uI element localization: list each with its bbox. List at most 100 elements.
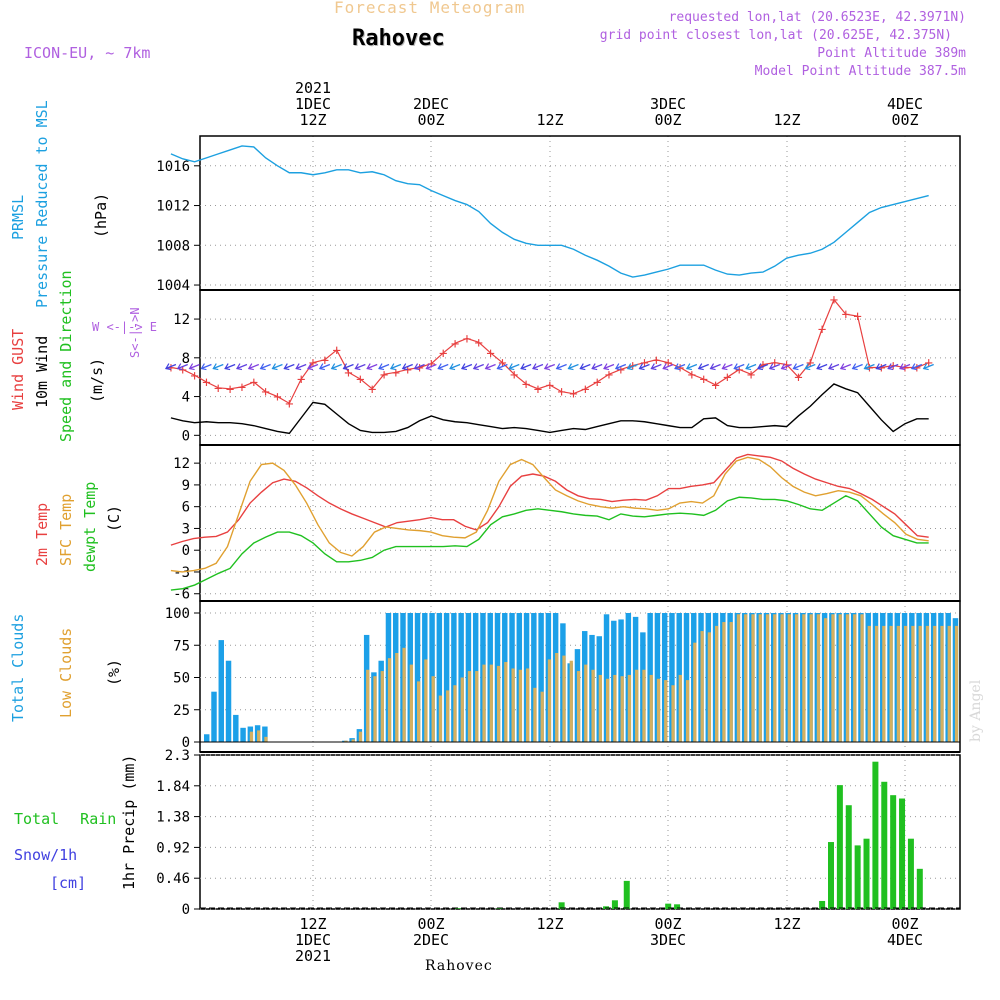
low-cloud-bar: [649, 674, 653, 742]
wind-arrow: [793, 363, 804, 370]
low-cloud-bar: [896, 625, 901, 742]
wind-arrow-head: [555, 363, 562, 371]
total-cloud-bar: [531, 613, 537, 742]
tick-label: 0: [182, 902, 190, 918]
wind-arrow-head: [496, 363, 503, 371]
low-cloud-bar: [678, 674, 682, 742]
total-cloud-bar: [240, 727, 246, 742]
wind-arrow: [284, 363, 295, 370]
total-cloud-bar: [603, 614, 610, 742]
low-cloud-bar: [838, 614, 842, 742]
gust-marker: +: [226, 382, 234, 398]
wind-arrow: [272, 363, 283, 370]
wind-arrow-head: [910, 363, 917, 371]
gust-marker: +: [569, 387, 577, 403]
gust-marker: +: [261, 385, 269, 401]
low-cloud-bar: [569, 660, 573, 742]
wind-arrow-head: [271, 363, 278, 371]
wind-arrow: [414, 363, 425, 370]
wind-arrow: [319, 363, 331, 370]
wind-arrow: [662, 363, 674, 370]
low-cloud-bar: [729, 622, 733, 742]
gust-marker: +: [380, 367, 388, 383]
low-cloud-bar: [547, 659, 552, 742]
time-axis-label: 2DEC 00Z: [391, 96, 471, 128]
precip-bar: [890, 795, 897, 909]
tick-label: 3: [182, 521, 190, 537]
time-axis-label: 12Z: [510, 112, 590, 128]
precip-bar: [881, 781, 888, 909]
precip-bar: [845, 805, 852, 909]
low-cloud-bar: [402, 647, 406, 742]
y-axis-ticks: -6 -3 0 3 6 9 12: [173, 456, 960, 603]
gust-marker: +: [842, 307, 850, 323]
footer-location: Rahovec: [425, 958, 493, 974]
total-cloud-bar: [669, 613, 675, 742]
wind-arrow: [331, 363, 342, 370]
wind-arrow-head: [378, 363, 385, 371]
gust-marker: +: [617, 362, 625, 378]
wind-arrow: [911, 363, 923, 370]
precip-bar: [674, 904, 681, 909]
tick-label: 0.46: [156, 871, 190, 887]
wind-arrow-head: [342, 363, 349, 371]
precip-bar: [455, 908, 462, 909]
time-axis-line: 00Z: [654, 915, 682, 933]
gust-marker: +: [640, 356, 648, 372]
gust-marker: +: [676, 361, 684, 377]
low-cloud-bar: [635, 669, 639, 742]
gust-marker: +: [913, 361, 921, 377]
gust-marker: +: [510, 367, 518, 383]
wind-arrow-head: [472, 363, 479, 371]
precip-bar: [819, 900, 826, 909]
wind-arrow-head: [768, 363, 775, 371]
chart-title: Forecast Meteogram: [334, 0, 526, 17]
wind-arrow-head: [330, 363, 337, 371]
wind-arrow: [686, 363, 698, 370]
precip-bar: [916, 868, 923, 909]
wind-arrow-head: [484, 363, 491, 371]
wind-arrow-head: [591, 363, 598, 371]
low-cloud-bar: [693, 642, 697, 742]
wind-arrow: [627, 363, 638, 370]
low-cloud-bar: [816, 614, 821, 742]
wind-arrow-head: [899, 363, 906, 371]
y-axis-ticks: 1004 1008 1012 1016: [156, 159, 960, 294]
low-cloud-bar: [736, 614, 741, 742]
wind-arrow-head: [839, 363, 846, 371]
tick-label: 8: [182, 351, 190, 367]
wind-arrow: [674, 363, 686, 370]
wind-arrow: [923, 363, 934, 370]
tick-label: 0: [182, 428, 190, 444]
panel-frame: [199, 135, 961, 291]
wind-arrow: [876, 363, 887, 370]
wind-arrow: [260, 363, 271, 370]
gust-marker: +: [759, 358, 767, 374]
low-cloud-bar: [715, 625, 719, 742]
wind-arrow: [698, 363, 709, 370]
grid-point-coords: grid point closest lon,lat (20.625E, 42.…: [599, 28, 952, 43]
wind-arrow-head: [756, 363, 764, 371]
wind-arrow-head: [709, 363, 716, 371]
gust-marker: +: [818, 322, 826, 338]
precip-bar: [854, 845, 861, 909]
gust-marker: +: [285, 396, 293, 412]
low-cloud-bar: [722, 622, 726, 742]
time-axis-label: 4DEC 00Z: [865, 96, 945, 128]
time-axis-line: 00Z: [417, 111, 445, 129]
low-cloud-bar: [605, 678, 610, 742]
low-cloud-bar: [940, 625, 944, 742]
tick-label: 12: [173, 456, 190, 472]
wind-arrow-head: [626, 363, 633, 371]
wind-arrow-head: [828, 363, 835, 371]
low-cloud-bar: [671, 685, 675, 742]
gust-marker: +: [546, 378, 554, 394]
low-cloud-bar: [947, 625, 951, 742]
label-cm: [cm]: [50, 874, 87, 892]
wind-arrow: [236, 363, 248, 370]
wind-arrow: [461, 363, 473, 370]
low-cloud-bar: [809, 614, 813, 742]
panel-frame: [199, 444, 961, 602]
gust-marker: +: [404, 362, 412, 378]
wind-arrow-head: [176, 363, 183, 371]
